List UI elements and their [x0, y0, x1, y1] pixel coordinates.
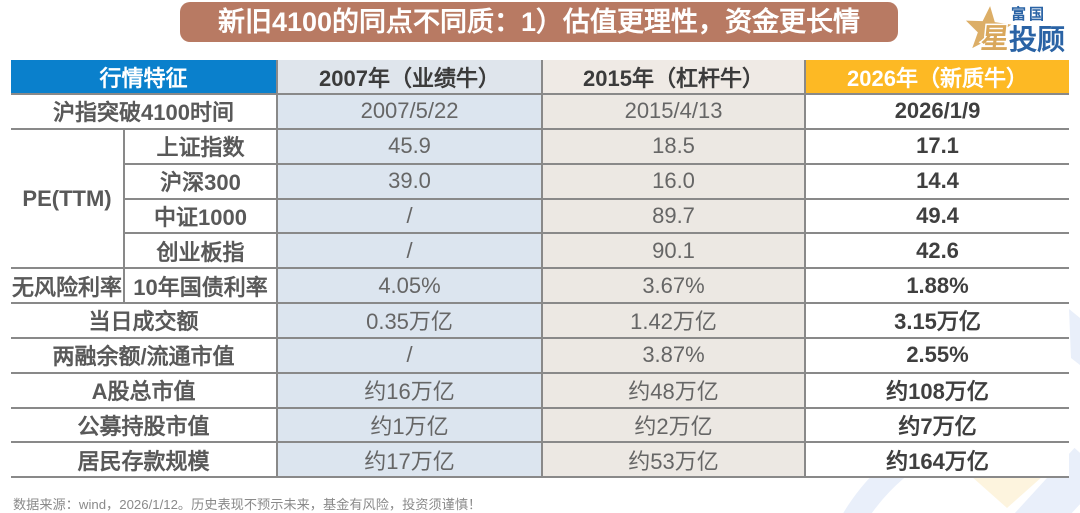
svg-text:投顾: 投顾 [1009, 24, 1065, 55]
svg-text:富国: 富国 [1011, 5, 1047, 23]
svg-text:星: 星 [980, 23, 1011, 54]
